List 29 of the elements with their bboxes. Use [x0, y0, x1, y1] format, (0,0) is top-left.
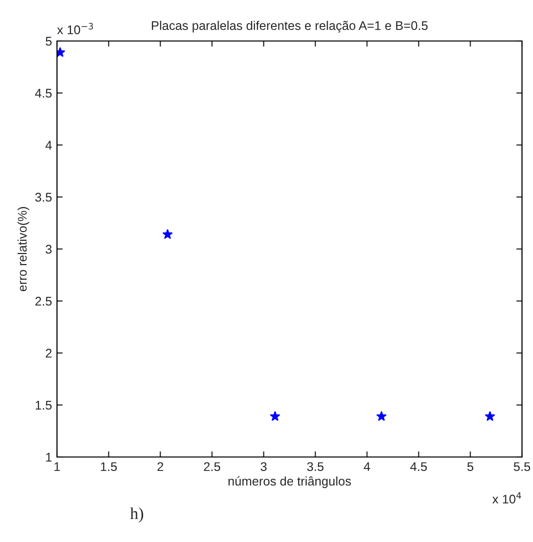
y-tick-label: 2: [46, 348, 52, 358]
x-tick-label: 2: [157, 462, 164, 471]
text: x 10$^{4}$: [492, 492, 522, 504]
point: [484, 411, 496, 421]
x-tick-label: 1: [54, 462, 60, 471]
x-tick-label: 3.5: [307, 462, 324, 472]
y-tick-label: 3.5: [35, 192, 52, 202]
x-tick-label: 1.5: [100, 462, 117, 472]
y-tick-label: 1: [46, 452, 52, 462]
y-tick-label: 2.5: [35, 296, 52, 306]
y-tick-label: 3: [46, 244, 52, 254]
point: [270, 411, 280, 421]
x-tick-label: 2.5: [204, 462, 220, 472]
chart-title: Placas paralelas diferentes e relação A=1 e B=0.5: [152, 20, 428, 33]
point: [162, 229, 173, 239]
x-axis-title: números de triângulos: [228, 476, 351, 488]
x-tick-label: 4: [364, 462, 370, 471]
y-tick-label: 5: [46, 36, 52, 46]
x-tick-label: 5: [467, 462, 474, 472]
y-axis-title: erro relativo(%): [18, 207, 30, 292]
x-tick-label: 4.5: [410, 462, 427, 472]
text: h): [130, 507, 144, 523]
x-tick-label: 3: [260, 462, 267, 472]
y-tick-label: 4: [45, 140, 52, 150]
x-tick-label: 5.5: [514, 462, 530, 472]
y-tick-label: 4.5: [35, 88, 52, 98]
y-tick-label: 1.5: [36, 400, 52, 410]
point: [376, 411, 387, 421]
text: x 10$^{−3}$: [57, 22, 93, 34]
